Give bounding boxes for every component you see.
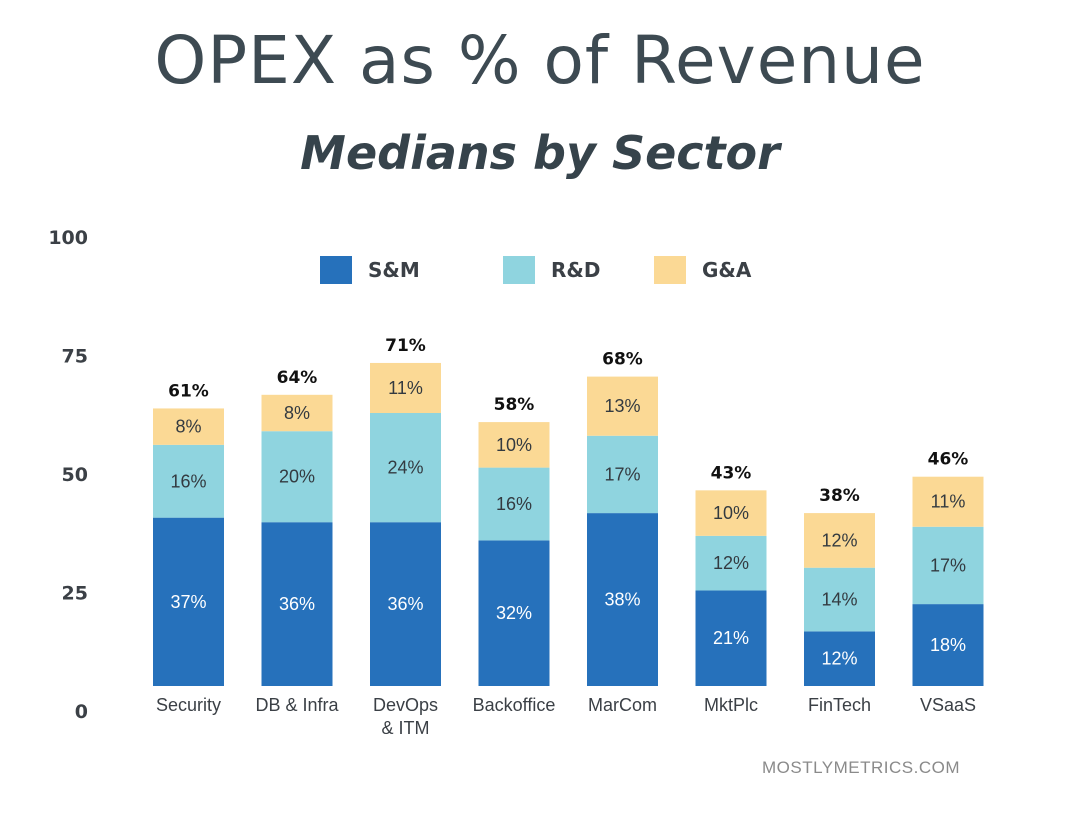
y-tick-label: 100: [48, 227, 88, 249]
legend-label: S&M: [368, 258, 420, 282]
bar-segment: [587, 376, 658, 436]
segment-value-label: 8%: [175, 417, 201, 437]
x-tick-label: MarCom: [588, 695, 657, 715]
x-tick-label: Security: [156, 695, 221, 715]
segment-value-label: 36%: [387, 594, 423, 614]
bar-segment: [695, 535, 767, 591]
segment-value-label: 38%: [604, 590, 640, 610]
bar-segment: [370, 522, 441, 686]
segment-value-label: 10%: [496, 435, 532, 455]
page-subtitle: Medians by Sector: [300, 126, 780, 180]
segment-value-label: 18%: [930, 635, 966, 655]
segment-value-label: 8%: [284, 403, 310, 423]
legend-swatch: [654, 256, 686, 284]
segment-value-label: 10%: [713, 503, 749, 523]
segment-value-label: 21%: [713, 628, 749, 648]
bar-segment: [804, 513, 875, 568]
segment-value-label: 37%: [170, 592, 206, 612]
legend-swatch: [503, 256, 535, 284]
bar-segment: [478, 467, 550, 541]
legend-label: G&A: [702, 258, 752, 282]
bar-segment: [153, 408, 224, 445]
bar-total-label: 64%: [277, 368, 318, 388]
bar-segment: [804, 631, 875, 686]
bar-segment: [912, 476, 984, 527]
page-title: OPEX as % of Revenue: [154, 22, 926, 99]
source-credit: MOSTLYMETRICS.COM: [762, 758, 961, 777]
segment-value-label: 12%: [821, 530, 857, 550]
segment-value-label: 13%: [604, 396, 640, 416]
x-tick-label: FinTech: [808, 695, 871, 715]
x-tick-label: DB & Infra: [255, 695, 339, 715]
chart-legend: S&M R&D G&A: [320, 256, 752, 284]
x-tick-label: Backoffice: [473, 695, 556, 715]
segment-value-label: 17%: [930, 555, 966, 575]
y-tick-label: 50: [62, 464, 88, 486]
bar-total-label: 43%: [711, 463, 752, 483]
bar-segment: [261, 394, 333, 432]
segment-value-label: 12%: [821, 649, 857, 669]
bar-segment: [804, 567, 875, 632]
y-axis: 0 25 50 75 100: [48, 227, 88, 723]
segment-value-label: 11%: [931, 492, 966, 512]
bar-total-label: 71%: [385, 336, 426, 356]
segment-value-label: 11%: [388, 378, 423, 398]
segment-value-label: 24%: [387, 458, 423, 478]
bar-segment: [370, 362, 441, 413]
bar-total-label: 58%: [494, 395, 535, 415]
segment-value-label: 16%: [496, 494, 532, 514]
bar-segment: [370, 413, 441, 523]
bar-total-label: 68%: [602, 350, 643, 370]
segment-value-label: 12%: [713, 553, 749, 573]
segment-value-label: 20%: [279, 467, 315, 487]
bar-total-label: 38%: [819, 486, 860, 506]
bar-segment: [153, 444, 224, 518]
y-tick-label: 75: [62, 346, 88, 368]
x-tick-label: MktPlc: [704, 695, 758, 715]
bar-segment: [695, 490, 767, 536]
bar-total-label: 46%: [928, 450, 969, 470]
bar-total-label: 61%: [168, 381, 209, 401]
y-tick-label: 0: [75, 701, 88, 723]
bar-segment: [587, 435, 658, 514]
bar-segment: [261, 431, 333, 523]
bar-segment: [261, 522, 333, 686]
x-tick-label: VSaaS: [920, 695, 976, 715]
bar-segment: [695, 590, 767, 686]
bars-group: 37% 16% 8% 61% 36% 20% 8% 64% 36% 24% 11% 71% 32% 16%…: [153, 336, 984, 686]
bar-segment: [912, 526, 984, 605]
legend-label: R&D: [551, 258, 600, 282]
y-tick-label: 25: [62, 583, 88, 605]
bar-segment: [153, 517, 224, 686]
x-tick-label: & ITM: [382, 718, 430, 738]
legend-swatch: [320, 256, 352, 284]
segment-value-label: 14%: [821, 590, 857, 610]
x-axis-labels: Security DB & Infra DevOps & ITM Backoffice M…: [156, 695, 976, 738]
segment-value-label: 36%: [279, 594, 315, 614]
segment-value-label: 32%: [496, 603, 532, 623]
segment-value-label: 16%: [170, 471, 206, 491]
bar-segment: [478, 422, 550, 468]
segment-value-label: 17%: [604, 464, 640, 484]
bar-segment: [587, 513, 658, 686]
bar-segment: [912, 604, 984, 686]
bar-segment: [478, 540, 550, 686]
x-tick-label: DevOps: [373, 695, 438, 715]
